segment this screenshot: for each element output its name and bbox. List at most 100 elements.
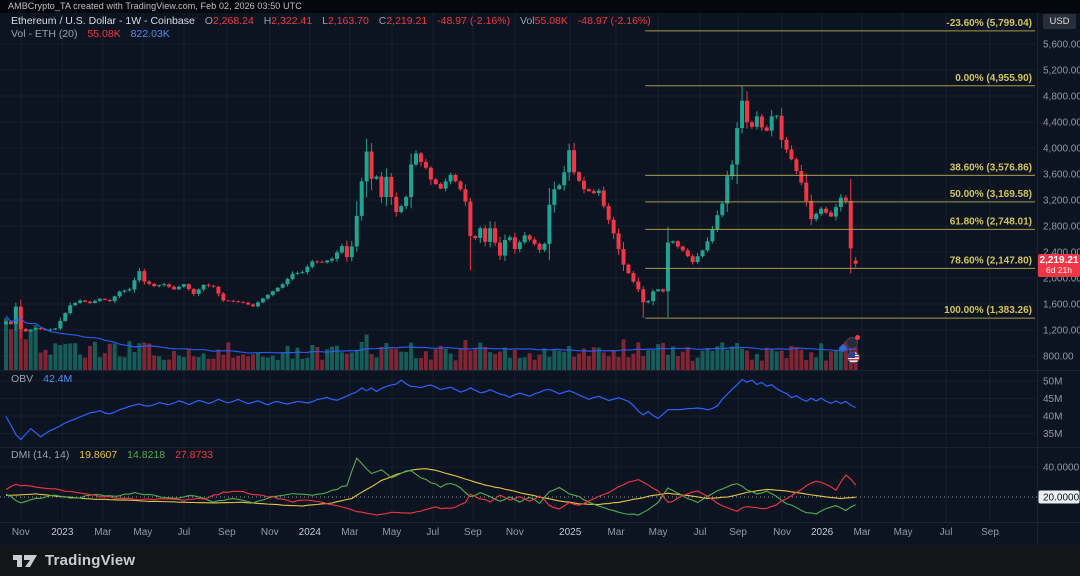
low-label: L (322, 15, 328, 27)
symbol-legend: Ethereum / U.S. Dollar - 1W - Coinbase O… (11, 15, 651, 27)
svg-text:Mar: Mar (607, 527, 625, 538)
svg-text:Jul: Jul (694, 527, 707, 538)
pane-separators (0, 13, 1080, 545)
svg-text:Sep: Sep (981, 527, 999, 538)
svg-text:38.60% (3,576.86): 38.60% (3,576.86) (950, 162, 1032, 173)
svg-text:2026: 2026 (811, 527, 834, 538)
svg-text:Nov: Nov (261, 527, 279, 538)
svg-text:1,200.00: 1,200.00 (1043, 326, 1080, 337)
dmi-adx-value: 19.8607 (79, 449, 118, 461)
last-price-value: 2,219.21 (1039, 254, 1079, 266)
svg-text:2,800.00: 2,800.00 (1043, 221, 1080, 232)
grid-layer (0, 13, 1037, 522)
svg-text:3,600.00: 3,600.00 (1043, 169, 1080, 180)
close-label: C (378, 15, 387, 27)
obv-line (5, 378, 856, 441)
open-value: 2,268.24 (212, 15, 254, 27)
us-flag-event-icon[interactable] (847, 351, 860, 364)
svg-text:2024: 2024 (299, 527, 322, 538)
dmi-plus-line (5, 456, 856, 516)
tradingview-brand-text[interactable]: TradingView (45, 552, 136, 569)
svg-text:4,800.00: 4,800.00 (1043, 91, 1080, 102)
volume-change-value: -48.97 (-2.16%) (577, 15, 651, 27)
svg-text:5,200.00: 5,200.00 (1043, 65, 1080, 76)
high-value: 2,322.41 (271, 15, 313, 27)
change-value: -48.97 (-2.16%) (437, 15, 511, 27)
dmi-indicator-legend: DMI (14, 14) 19.8607 14.8218 27.8733 (11, 449, 213, 461)
svg-text:2,400.00: 2,400.00 (1043, 247, 1080, 258)
attribution-bar: AMBCrypto_TA created with TradingView.co… (0, 0, 1080, 13)
svg-text:45M: 45M (1043, 394, 1062, 405)
footer-bar: TradingView (0, 545, 1080, 576)
circle-badge-icon (846, 337, 858, 349)
dmi-title[interactable]: DMI (14, 14) (11, 449, 70, 461)
svg-text:20.0000: 20.0000 (1043, 493, 1080, 504)
svg-text:50.00% (3,169.58): 50.00% (3,169.58) (950, 189, 1032, 200)
svg-text:May: May (649, 527, 668, 538)
svg-text:2,000.00: 2,000.00 (1043, 273, 1080, 284)
svg-text:40M: 40M (1043, 411, 1062, 422)
currency-button[interactable]: USD (1043, 14, 1076, 29)
obv-value: 42.4M (43, 373, 73, 385)
last-price-label: 2,219.21 6d 21h (1038, 253, 1080, 277)
volume-indicator-legend: Vol - ETH (20) 55.08K 822.03K (11, 28, 170, 40)
svg-text:Sep: Sep (464, 527, 482, 538)
event-marker-icon[interactable] (838, 335, 860, 353)
dmi-adx-line (5, 468, 856, 507)
volume-layer (4, 318, 858, 370)
high-label: H (263, 15, 272, 27)
svg-text:40.0000: 40.0000 (1043, 463, 1080, 474)
svg-text:50M: 50M (1043, 377, 1062, 388)
volume-label: Vol (520, 15, 535, 27)
obv-indicator-legend: OBV 42.4M (11, 373, 72, 385)
svg-text:Jul: Jul (426, 527, 439, 538)
svg-text:Jul: Jul (177, 527, 190, 538)
volume-ma-value-1: 55.08K (87, 28, 121, 40)
svg-text:800.00: 800.00 (1043, 352, 1074, 363)
svg-text:61.80% (2,748.01): 61.80% (2,748.01) (950, 216, 1032, 227)
volume-ma-value-2: 822.03K (130, 28, 170, 40)
svg-text:Nov: Nov (12, 527, 30, 538)
svg-text:May: May (382, 527, 401, 538)
volume-indicator-title[interactable]: Vol - ETH (20) (11, 28, 78, 40)
svg-text:Nov: Nov (773, 527, 791, 538)
svg-text:35M: 35M (1043, 429, 1062, 440)
time-axis[interactable]: Nov 2023 Mar May Jul Sep Nov 2024 Mar May Jul Sep No… (12, 527, 999, 538)
volume-ma-line (5, 315, 856, 354)
flag-canton (848, 352, 855, 358)
obv-title[interactable]: OBV (11, 373, 34, 385)
svg-text:Sep: Sep (218, 527, 236, 538)
dmi-minus-di-value: 27.8733 (175, 449, 214, 461)
svg-text:100.00% (1,383.26): 100.00% (1,383.26) (944, 305, 1032, 316)
svg-text:Nov: Nov (506, 527, 524, 538)
fib-retracement-layer: -23.60% (5,799.04) 0.00% (4,955.90) 38.60%… (645, 18, 1035, 319)
symbol-title[interactable]: Ethereum / U.S. Dollar - 1W - Coinbase (11, 15, 195, 27)
svg-text:2023: 2023 (51, 527, 74, 538)
notification-dot-icon (855, 335, 860, 340)
price-axis[interactable]: 5,600.00 5,200.00 4,800.00 4,400.00 4,000.00… (1038, 39, 1080, 504)
dmi-plus-di-value: 14.8218 (127, 449, 166, 461)
svg-text:Mar: Mar (341, 527, 359, 538)
attribution-text: AMBCrypto_TA created with TradingView.co… (8, 1, 302, 11)
tradingview-logo-icon[interactable] (13, 553, 37, 569)
dmi-minus-line (5, 474, 857, 516)
svg-text:0.00% (4,955.90): 0.00% (4,955.90) (955, 73, 1032, 84)
svg-text:-23.60% (5,799.04): -23.60% (5,799.04) (946, 18, 1032, 29)
low-value: 2,163.70 (327, 15, 369, 27)
svg-text:5,600.00: 5,600.00 (1043, 39, 1080, 50)
svg-text:4,000.00: 4,000.00 (1043, 143, 1080, 154)
svg-text:Jul: Jul (940, 527, 953, 538)
svg-text:2025: 2025 (559, 527, 582, 538)
svg-text:3,200.00: 3,200.00 (1043, 195, 1080, 206)
svg-text:Sep: Sep (729, 527, 747, 538)
open-label: O (204, 15, 213, 27)
svg-text:1,600.00: 1,600.00 (1043, 299, 1080, 310)
svg-text:Mar: Mar (853, 527, 871, 538)
volume-value: 55.08K (534, 15, 568, 27)
svg-text:May: May (894, 527, 913, 538)
svg-text:Mar: Mar (94, 527, 112, 538)
svg-text:4,400.00: 4,400.00 (1043, 117, 1080, 128)
svg-text:May: May (133, 527, 152, 538)
